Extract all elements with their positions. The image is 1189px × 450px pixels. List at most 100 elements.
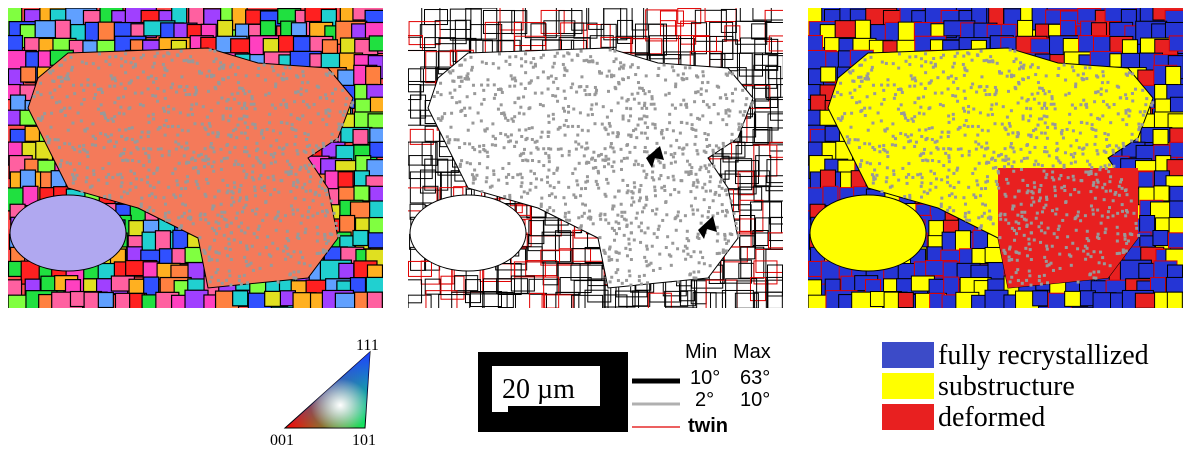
speckle [698, 168, 701, 171]
speckle [300, 222, 303, 225]
speckle [1081, 78, 1084, 81]
speckle [82, 144, 85, 147]
speckle [643, 274, 646, 277]
speckle [277, 211, 280, 214]
speckle [279, 103, 282, 106]
speckle [694, 277, 697, 280]
speckle [968, 219, 971, 222]
speckle [618, 252, 621, 255]
speckle [686, 160, 689, 163]
speckle [894, 93, 897, 96]
speckle [1013, 50, 1016, 53]
speckle [656, 236, 659, 239]
speckle [225, 107, 228, 110]
speckle [553, 186, 556, 189]
speckle [60, 159, 63, 162]
speckle [1100, 93, 1103, 96]
speckle [595, 89, 598, 92]
speckle [1025, 99, 1028, 102]
speckle [863, 107, 866, 110]
speckle [882, 144, 885, 147]
speckle [306, 81, 309, 84]
speckle [251, 245, 254, 248]
speckle [1040, 229, 1043, 232]
speckle [241, 87, 244, 90]
speckle [51, 96, 54, 99]
speckle [49, 71, 52, 74]
speckle [548, 194, 551, 197]
speckle [1038, 87, 1041, 90]
speckle [156, 100, 159, 103]
speckle [255, 149, 258, 152]
speckle [668, 121, 671, 124]
speckle [86, 84, 89, 87]
speckle [460, 64, 463, 67]
speckle [229, 284, 232, 287]
speckle [616, 214, 619, 217]
speckle [1112, 214, 1115, 217]
speckle [107, 140, 110, 143]
speckle [248, 154, 251, 157]
speckle [263, 63, 266, 66]
speckle [270, 153, 273, 156]
speckle [1125, 73, 1128, 76]
speckle [986, 175, 989, 178]
speckle [630, 204, 633, 207]
speckle [996, 183, 999, 186]
speckle [1011, 131, 1014, 134]
speckle [546, 176, 549, 179]
speckle [449, 92, 452, 95]
speckle [868, 107, 871, 110]
speckle [940, 92, 943, 95]
speckle [658, 253, 661, 256]
speckle [120, 185, 123, 188]
speckle [1057, 67, 1060, 70]
speckle [588, 216, 591, 219]
speckle [657, 228, 660, 231]
speckle [319, 181, 322, 184]
speckle [119, 106, 122, 109]
speckle [685, 143, 688, 146]
speckle [1001, 123, 1004, 126]
speckle [978, 227, 981, 230]
speckle [853, 89, 856, 92]
speckle [162, 196, 165, 199]
speckle [939, 103, 942, 106]
speckle [201, 123, 204, 126]
speckle [275, 139, 278, 142]
speckle [609, 125, 612, 128]
speckle [971, 59, 974, 62]
speckle [245, 196, 248, 199]
speckle [750, 104, 753, 107]
speckle [992, 222, 995, 225]
speckle [124, 159, 127, 162]
speckle [1020, 215, 1023, 218]
speckle [220, 148, 223, 151]
speckle [244, 92, 247, 95]
speckle [913, 145, 916, 148]
scale-bar: 20 µm [478, 352, 628, 432]
speckle [1007, 162, 1010, 165]
speckle [959, 126, 962, 129]
speckle [924, 87, 927, 90]
speckle [620, 211, 623, 214]
speckle [918, 129, 921, 132]
speckle [643, 115, 646, 118]
speckle [606, 116, 609, 119]
speckle [1015, 271, 1018, 274]
speckle [735, 227, 738, 230]
speckle [245, 107, 248, 110]
speckle [638, 102, 641, 105]
speckle [956, 52, 959, 55]
speckle [622, 64, 625, 67]
speckle [954, 196, 957, 199]
speckle [698, 261, 701, 264]
speckle [1077, 74, 1080, 77]
speckle [1027, 119, 1030, 122]
speckle [542, 104, 545, 107]
speckle [675, 139, 678, 142]
speckle [105, 176, 108, 179]
speckle [482, 144, 485, 147]
speckle [893, 97, 896, 100]
speckle [493, 97, 496, 100]
